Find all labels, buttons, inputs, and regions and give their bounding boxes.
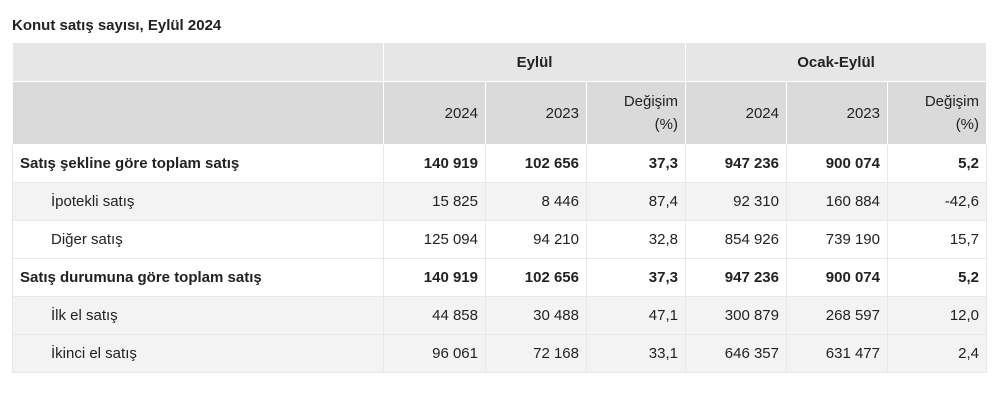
cell: 947 236: [685, 258, 787, 297]
corner-cell: [12, 81, 384, 145]
row-label: Diğer satış: [12, 220, 384, 259]
title: Konut satış sayısı, Eylül 2024: [12, 17, 222, 34]
cell: 33,1: [586, 334, 686, 373]
cell: 646 357: [685, 334, 787, 373]
cell: 900 074: [786, 144, 888, 183]
column-header-text: 2024: [745, 104, 779, 122]
column-header: 2024: [685, 81, 787, 145]
cell: 125 094: [383, 220, 486, 259]
cell: 47,1: [586, 296, 686, 335]
row-label: İpotekli satış: [12, 182, 384, 221]
table-head: Eylül Ocak-Eylül 2024 2023 Değişim (%) 2024 20…: [12, 42, 988, 145]
cell: 947 236: [685, 144, 787, 183]
group-header: Ocak-Eylül: [684, 42, 988, 82]
cell: 5,2: [886, 144, 988, 183]
cell: 2,4: [886, 334, 988, 373]
column-header-text: Değişim (%): [623, 93, 678, 133]
detail-row: İkinci el satış 96 061 72 168 33,1 646 357 63…: [12, 334, 988, 373]
column-header-text: 2023: [545, 104, 579, 122]
cell: -42,6: [886, 182, 988, 221]
cell: 37,3: [586, 144, 686, 183]
cell: 96 061: [383, 334, 486, 373]
column-header: Değişim (%): [586, 81, 686, 145]
corner-cell: [12, 42, 384, 82]
cell: 72 168: [485, 334, 587, 373]
cell: 8 446: [485, 182, 587, 221]
cell: 268 597: [786, 296, 888, 335]
row-label: İlk el satış: [12, 296, 384, 335]
total-row: Satış şekline göre toplam satış 140 919 10…: [12, 144, 988, 183]
cell: 140 919: [383, 144, 486, 183]
cell: 160 884: [786, 182, 888, 221]
cell: 32,8: [586, 220, 686, 259]
cell: 631 477: [786, 334, 888, 373]
column-header-text: Değişim (%): [924, 93, 980, 133]
cell: 12,0: [886, 296, 988, 335]
table-body: Satış şekline göre toplam satış 140 919 10…: [12, 144, 988, 373]
column-header-text: 2024: [444, 104, 478, 122]
cell: 102 656: [485, 144, 587, 183]
row-label: Satış şekline göre toplam satış: [12, 144, 384, 183]
detail-row: İpotekli satış 15 825 8 446 87,4 92 310 160 8…: [12, 182, 988, 221]
cell: 92 310: [685, 182, 787, 221]
cell: 44 858: [383, 296, 486, 335]
cell: 739 190: [786, 220, 888, 259]
data-table: Eylül Ocak-Eylül 2024 2023 Değişim (%) 2024 20…: [12, 42, 988, 373]
column-header: Değişim (%): [886, 81, 988, 145]
cell: 37,3: [586, 258, 686, 297]
detail-row: İlk el satış 44 858 30 488 47,1 300 879 268 5…: [12, 296, 988, 335]
row-label: Satış durumuna göre toplam satış: [12, 258, 384, 297]
cell: 87,4: [586, 182, 686, 221]
cell: 900 074: [786, 258, 888, 297]
cell: 140 919: [383, 258, 486, 297]
cell: 15,7: [886, 220, 988, 259]
cell: 5,2: [886, 258, 988, 297]
cell: 94 210: [485, 220, 587, 259]
cell: 854 926: [685, 220, 787, 259]
cell: 300 879: [685, 296, 787, 335]
column-header: 2024: [383, 81, 486, 145]
column-header: 2023: [485, 81, 587, 145]
group-header-row: Eylül Ocak-Eylül: [12, 42, 988, 82]
detail-row: Diğer satış 125 094 94 210 32,8 854 926 739 1…: [12, 220, 988, 259]
cell: 102 656: [485, 258, 587, 297]
column-header-text: 2023: [846, 104, 880, 122]
cell: 30 488: [485, 296, 587, 335]
column-header-row: 2024 2023 Değişim (%) 2024 2023 Değişim (%): [12, 81, 988, 145]
column-header: 2023: [786, 81, 888, 145]
total-row: Satış durumuna göre toplam satış 140 919 1…: [12, 258, 988, 297]
group-header: Eylül: [383, 42, 686, 82]
row-label: İkinci el satış: [12, 334, 384, 373]
cell: 15 825: [383, 182, 486, 221]
